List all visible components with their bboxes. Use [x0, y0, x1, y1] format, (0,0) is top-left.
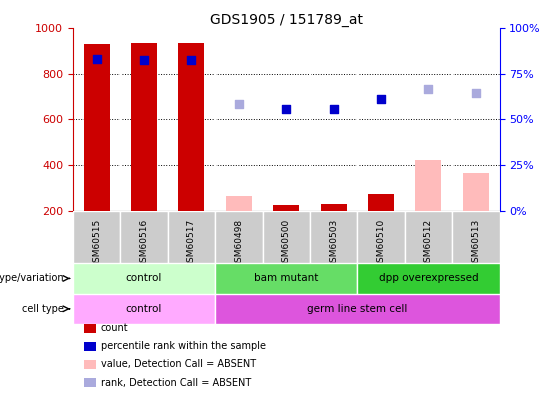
- Text: rank, Detection Call = ABSENT: rank, Detection Call = ABSENT: [101, 378, 251, 388]
- Bar: [357, 211, 404, 263]
- Bar: [178, 43, 205, 211]
- Bar: [168, 211, 215, 263]
- Bar: [321, 204, 347, 211]
- Text: GSM60515: GSM60515: [92, 219, 101, 268]
- Bar: [463, 173, 489, 211]
- Bar: [262, 211, 310, 263]
- Text: bam mutant: bam mutant: [254, 273, 319, 283]
- Bar: [226, 196, 252, 211]
- Bar: [273, 205, 299, 211]
- Text: genotype/variation: genotype/variation: [0, 273, 64, 283]
- Text: GSM60510: GSM60510: [376, 219, 386, 268]
- Text: GSM60512: GSM60512: [424, 219, 433, 268]
- Point: [377, 96, 386, 103]
- Bar: [404, 211, 452, 263]
- Text: GSM60500: GSM60500: [282, 219, 291, 268]
- Bar: [415, 160, 441, 211]
- Text: cell type: cell type: [23, 304, 64, 314]
- Bar: [73, 211, 120, 263]
- Title: GDS1905 / 151789_at: GDS1905 / 151789_at: [210, 13, 363, 27]
- Text: control: control: [126, 304, 162, 314]
- Text: count: count: [101, 323, 129, 333]
- Text: dpp overexpressed: dpp overexpressed: [379, 273, 478, 283]
- Bar: [73, 294, 215, 324]
- Point: [424, 85, 433, 92]
- Text: GSM60513: GSM60513: [471, 219, 480, 268]
- Point: [329, 106, 338, 113]
- Text: GSM60517: GSM60517: [187, 219, 196, 268]
- Bar: [120, 211, 168, 263]
- Point: [140, 57, 149, 63]
- Point: [92, 56, 101, 62]
- Bar: [215, 294, 500, 324]
- Bar: [131, 43, 157, 211]
- Text: value, Detection Call = ABSENT: value, Detection Call = ABSENT: [101, 360, 256, 369]
- Bar: [215, 211, 262, 263]
- Text: germ line stem cell: germ line stem cell: [307, 304, 408, 314]
- Text: GSM60503: GSM60503: [329, 219, 338, 268]
- Bar: [368, 194, 394, 211]
- Point: [471, 90, 480, 96]
- Bar: [310, 211, 357, 263]
- Point: [234, 101, 243, 107]
- Point: [282, 106, 291, 113]
- Point: [187, 57, 195, 64]
- Bar: [215, 263, 357, 294]
- Bar: [357, 263, 500, 294]
- Text: GSM60498: GSM60498: [234, 219, 244, 268]
- Bar: [84, 44, 110, 211]
- Bar: [452, 211, 500, 263]
- Text: control: control: [126, 273, 162, 283]
- Text: percentile rank within the sample: percentile rank within the sample: [101, 341, 266, 351]
- Text: GSM60516: GSM60516: [139, 219, 148, 268]
- Bar: [73, 263, 215, 294]
